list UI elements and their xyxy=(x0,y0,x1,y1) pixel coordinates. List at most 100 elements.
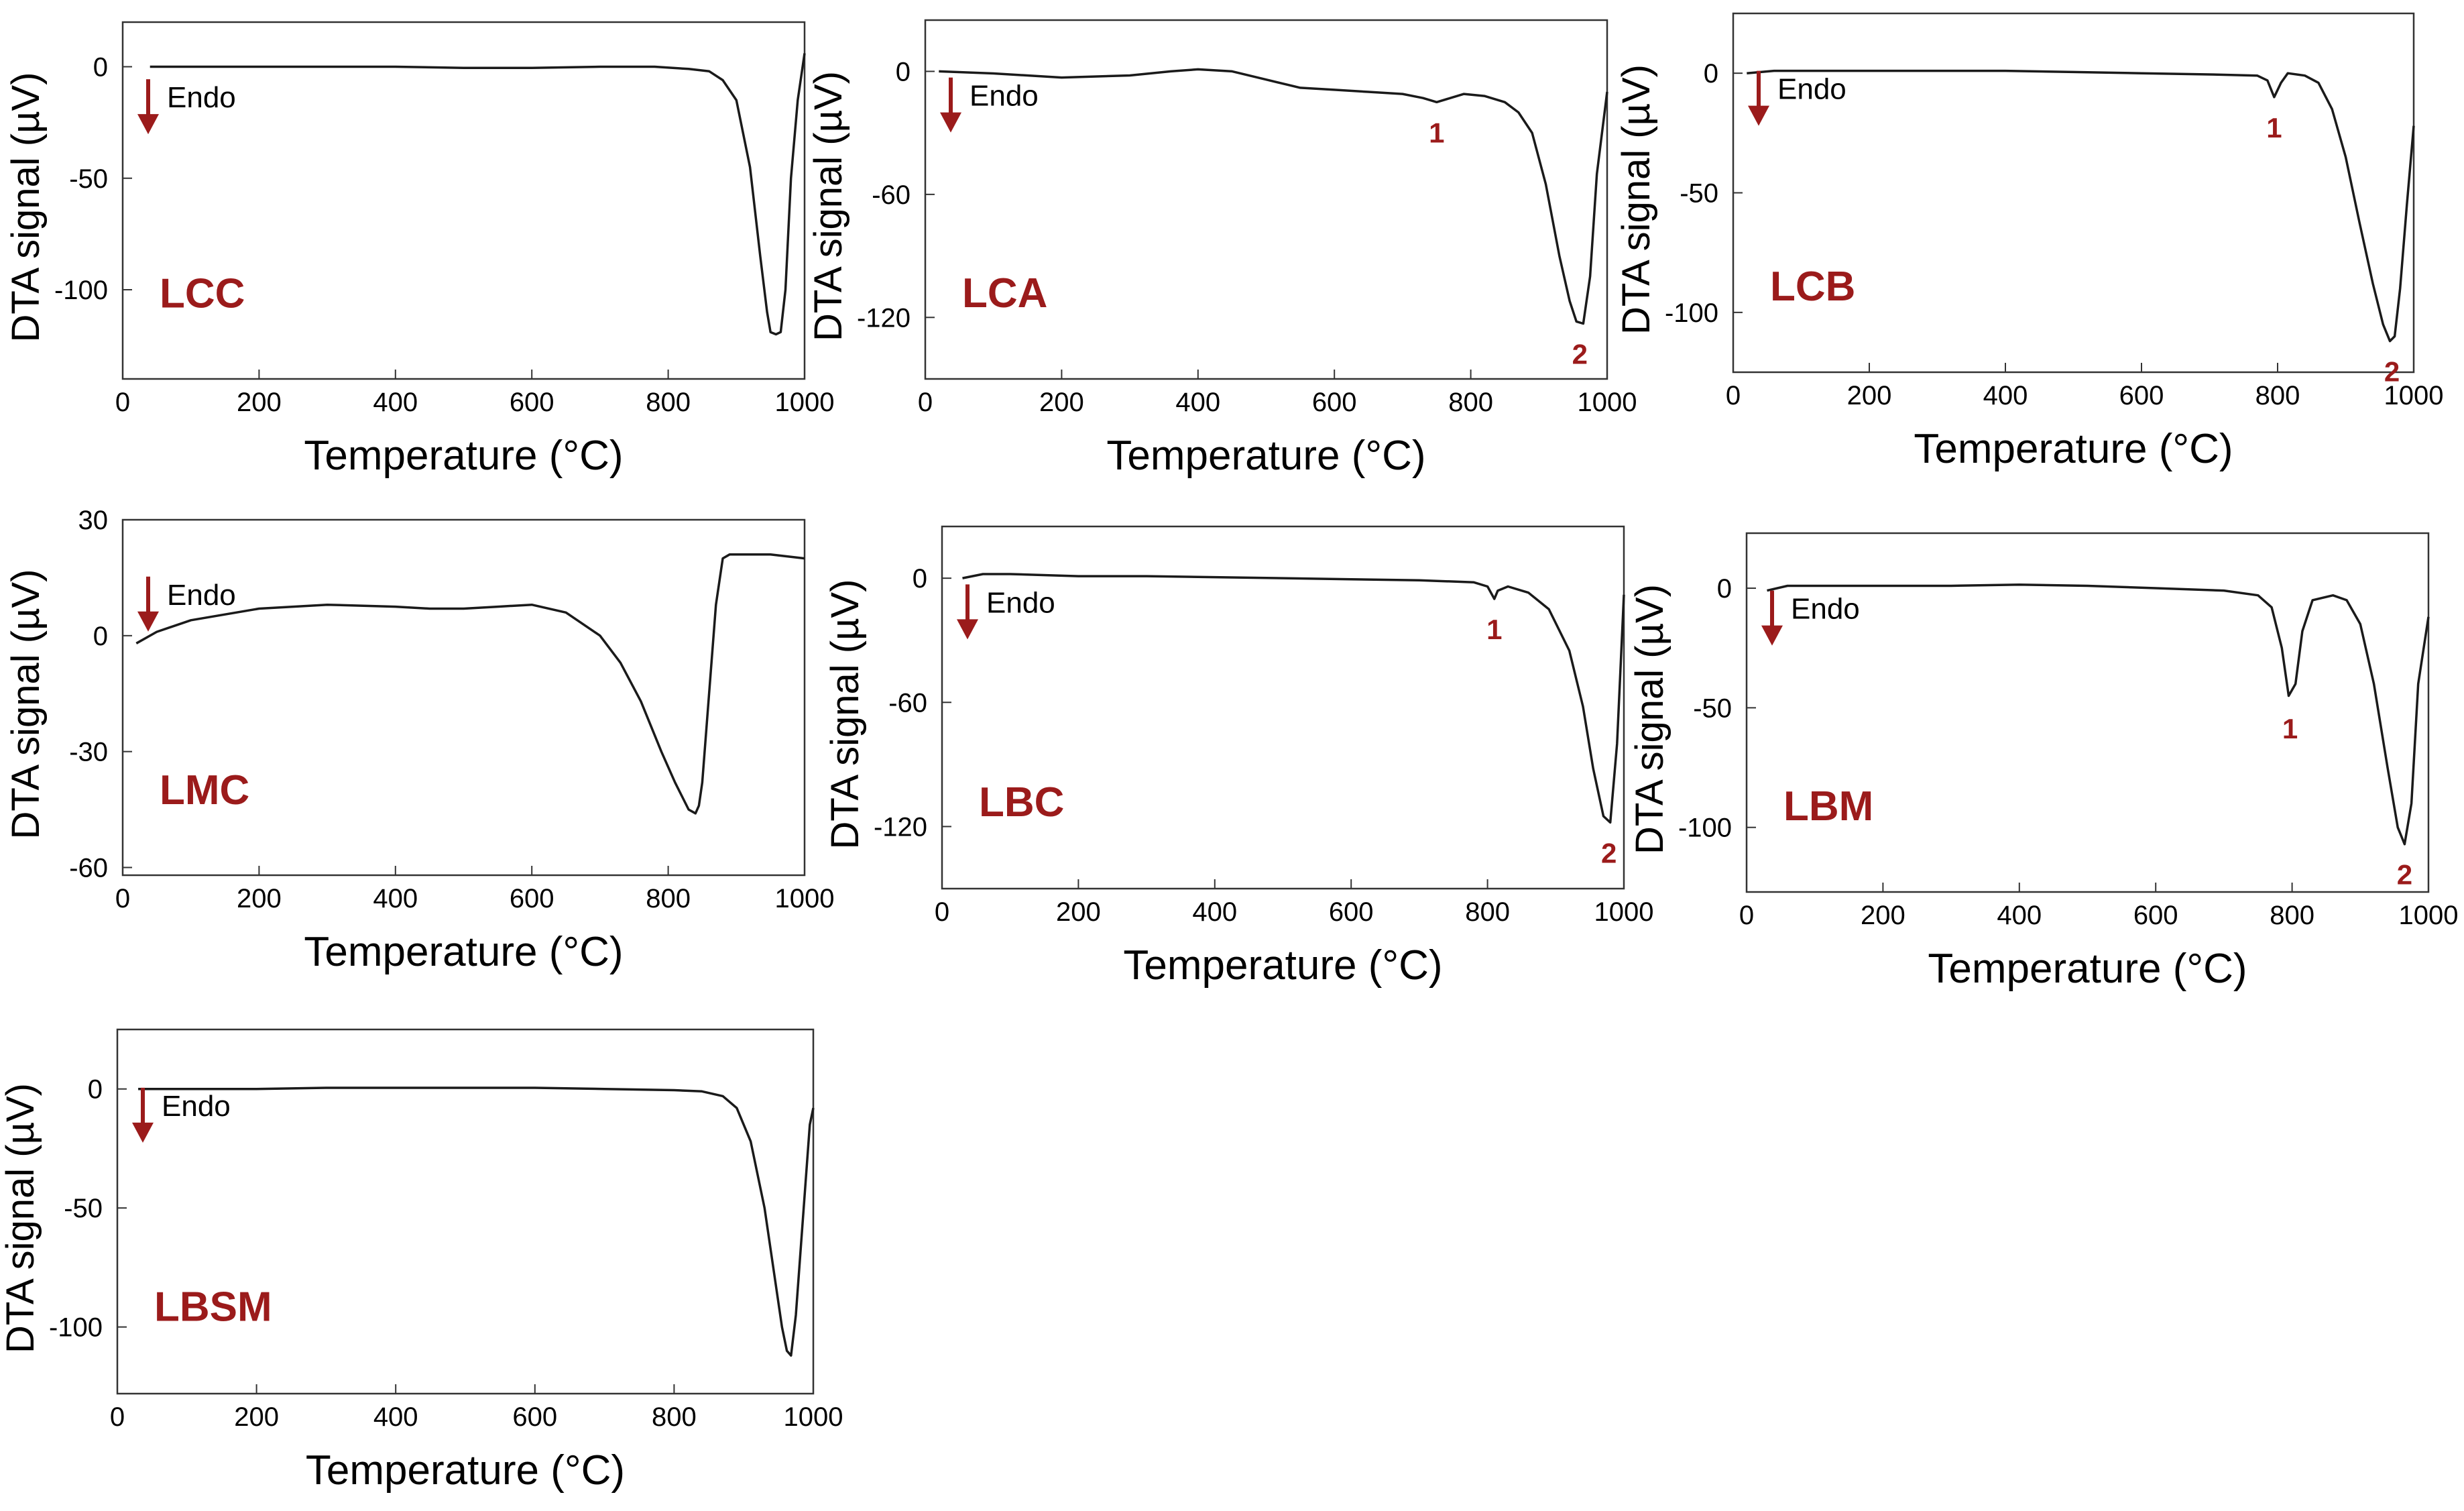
x-tick-label: 800 xyxy=(1448,388,1493,417)
dta-curve xyxy=(1767,583,2430,846)
x-tick-label: 600 xyxy=(2133,901,2178,930)
x-tick-label: 0 xyxy=(1739,901,1754,930)
x-tick-label: 0 xyxy=(110,1402,125,1432)
y-axis-title: DTA signal (µV) xyxy=(1615,64,1658,335)
x-axis-title: Temperature (°C) xyxy=(306,1447,625,1494)
endo-label: Endo xyxy=(970,80,1039,113)
y-tick-label: -100 xyxy=(49,1313,103,1343)
peak-label: 1 xyxy=(2266,112,2282,144)
x-tick-label: 600 xyxy=(1329,897,1374,927)
plot-frame xyxy=(1745,532,2430,893)
peak-label: 2 xyxy=(2384,356,2400,388)
endo-arrow-head-icon xyxy=(957,619,978,640)
peak-label: 1 xyxy=(2282,713,2298,744)
dta-curve xyxy=(135,553,805,815)
x-tick-label: 400 xyxy=(1983,381,2028,410)
x-tick-label: 200 xyxy=(1039,388,1084,417)
endo-label: Endo xyxy=(167,81,236,114)
x-tick-label: 1000 xyxy=(2399,901,2459,930)
x-tick-label: 1000 xyxy=(1594,897,1654,927)
sample-label: LCB xyxy=(1770,264,1855,310)
x-tick-label: 600 xyxy=(510,884,554,913)
x-tick-label: 200 xyxy=(237,388,282,417)
peak-label: 1 xyxy=(1429,117,1444,148)
peak-label: 2 xyxy=(1601,837,1617,869)
x-tick-label: 800 xyxy=(646,388,691,417)
plot-frame xyxy=(924,19,1608,380)
x-tick-label: 1000 xyxy=(784,1402,843,1432)
endo-label: Endo xyxy=(1777,73,1846,106)
y-axis-title: DTA signal (µV) xyxy=(823,579,867,850)
x-tick-label: 400 xyxy=(1997,901,2042,930)
y-tick-label: -60 xyxy=(69,853,108,883)
x-tick-label: 0 xyxy=(935,897,949,927)
plot-frame xyxy=(121,518,806,877)
y-tick-label: 30 xyxy=(78,506,109,535)
dta-chart-lcb: 0 200 400 600 800 1000 0 -50 -100 Temperature (°C… xyxy=(1615,12,2443,472)
peak-label: 2 xyxy=(1572,338,1588,370)
x-tick-label: 400 xyxy=(373,1402,418,1432)
y-tick-label: -50 xyxy=(64,1194,103,1223)
dta-curve xyxy=(150,53,806,336)
x-tick-label: 0 xyxy=(1726,381,1741,410)
dta-curve xyxy=(962,573,1625,824)
dta-chart-lca: 0 200 400 600 800 1000 0 -60 -120 Temperature (°C… xyxy=(807,19,1637,479)
y-tick-label: -120 xyxy=(857,303,911,333)
plot-frame xyxy=(941,525,1625,890)
sample-label: LMC xyxy=(160,767,249,814)
endo-arrow-head-icon xyxy=(137,114,159,135)
dta-curve xyxy=(1747,69,2415,343)
x-tick-label: 800 xyxy=(652,1402,697,1432)
sample-label: LBM xyxy=(1783,783,1873,830)
sample-label: LBC xyxy=(979,779,1064,826)
endo-arrow-head-icon xyxy=(132,1122,154,1143)
dta-chart-lbsm: 0 200 400 600 800 1000 0 -50 -100 Temperature (°C… xyxy=(0,1028,843,1494)
x-tick-label: 600 xyxy=(510,388,554,417)
endo-label: Endo xyxy=(986,586,1055,619)
endo-label: Endo xyxy=(162,1090,231,1123)
x-tick-label: 0 xyxy=(115,884,130,913)
x-tick-label: 600 xyxy=(512,1402,557,1432)
endo-arrow-head-icon xyxy=(940,112,961,133)
y-tick-label: 0 xyxy=(1717,574,1732,604)
y-tick-label: -100 xyxy=(1678,814,1732,843)
x-tick-label: 400 xyxy=(1192,897,1237,927)
y-tick-label: -50 xyxy=(69,164,108,194)
y-tick-label: -120 xyxy=(874,812,927,842)
x-tick-label: 400 xyxy=(373,388,418,417)
x-tick-label: 200 xyxy=(237,884,282,913)
plot-frame xyxy=(116,1028,815,1395)
endo-arrow-head-icon xyxy=(1748,105,1769,126)
y-axis-title: DTA signal (µV) xyxy=(807,71,850,341)
dta-curve xyxy=(138,1086,815,1357)
dta-chart-lmc: 0 200 400 600 800 1000 30 0 -30 -60 Temperature (°… xyxy=(4,506,834,975)
y-tick-label: -60 xyxy=(888,688,927,718)
x-tick-label: 600 xyxy=(1312,388,1357,417)
dta-curve xyxy=(939,68,1608,325)
endo-label: Endo xyxy=(167,579,236,612)
x-tick-label: 600 xyxy=(2119,381,2164,410)
y-tick-label: 0 xyxy=(1704,59,1718,89)
y-tick-label: 0 xyxy=(913,564,927,594)
peak-label: 2 xyxy=(2397,859,2412,891)
x-axis-title: Temperature (°C) xyxy=(1928,946,2247,992)
dta-chart-lbm: 0 200 400 600 800 1000 0 -50 -100 Temperature (°C… xyxy=(1628,532,2459,992)
y-tick-label: -30 xyxy=(69,738,108,767)
x-tick-label: 800 xyxy=(2270,901,2314,930)
y-tick-label: 0 xyxy=(93,53,108,82)
y-tick-label: -50 xyxy=(1693,693,1732,723)
y-tick-label: -100 xyxy=(54,276,108,305)
x-tick-label: 200 xyxy=(1056,897,1101,927)
y-tick-label: 0 xyxy=(88,1075,103,1105)
y-tick-label: 0 xyxy=(93,622,108,651)
sample-label: LCC xyxy=(160,271,245,317)
dta-chart-lcc: 0 200 400 600 800 1000 0 -50 -100 Temperature (°C… xyxy=(4,21,834,479)
x-axis-title: Temperature (°C) xyxy=(304,929,623,975)
y-tick-label: -60 xyxy=(872,180,911,210)
endo-label: Endo xyxy=(1791,593,1860,626)
x-tick-label: 800 xyxy=(2255,381,2300,410)
endo-arrow-head-icon xyxy=(137,611,159,632)
y-axis-title: DTA signal (µV) xyxy=(0,1083,42,1353)
x-tick-label: 0 xyxy=(918,388,933,417)
x-tick-label: 200 xyxy=(234,1402,279,1432)
